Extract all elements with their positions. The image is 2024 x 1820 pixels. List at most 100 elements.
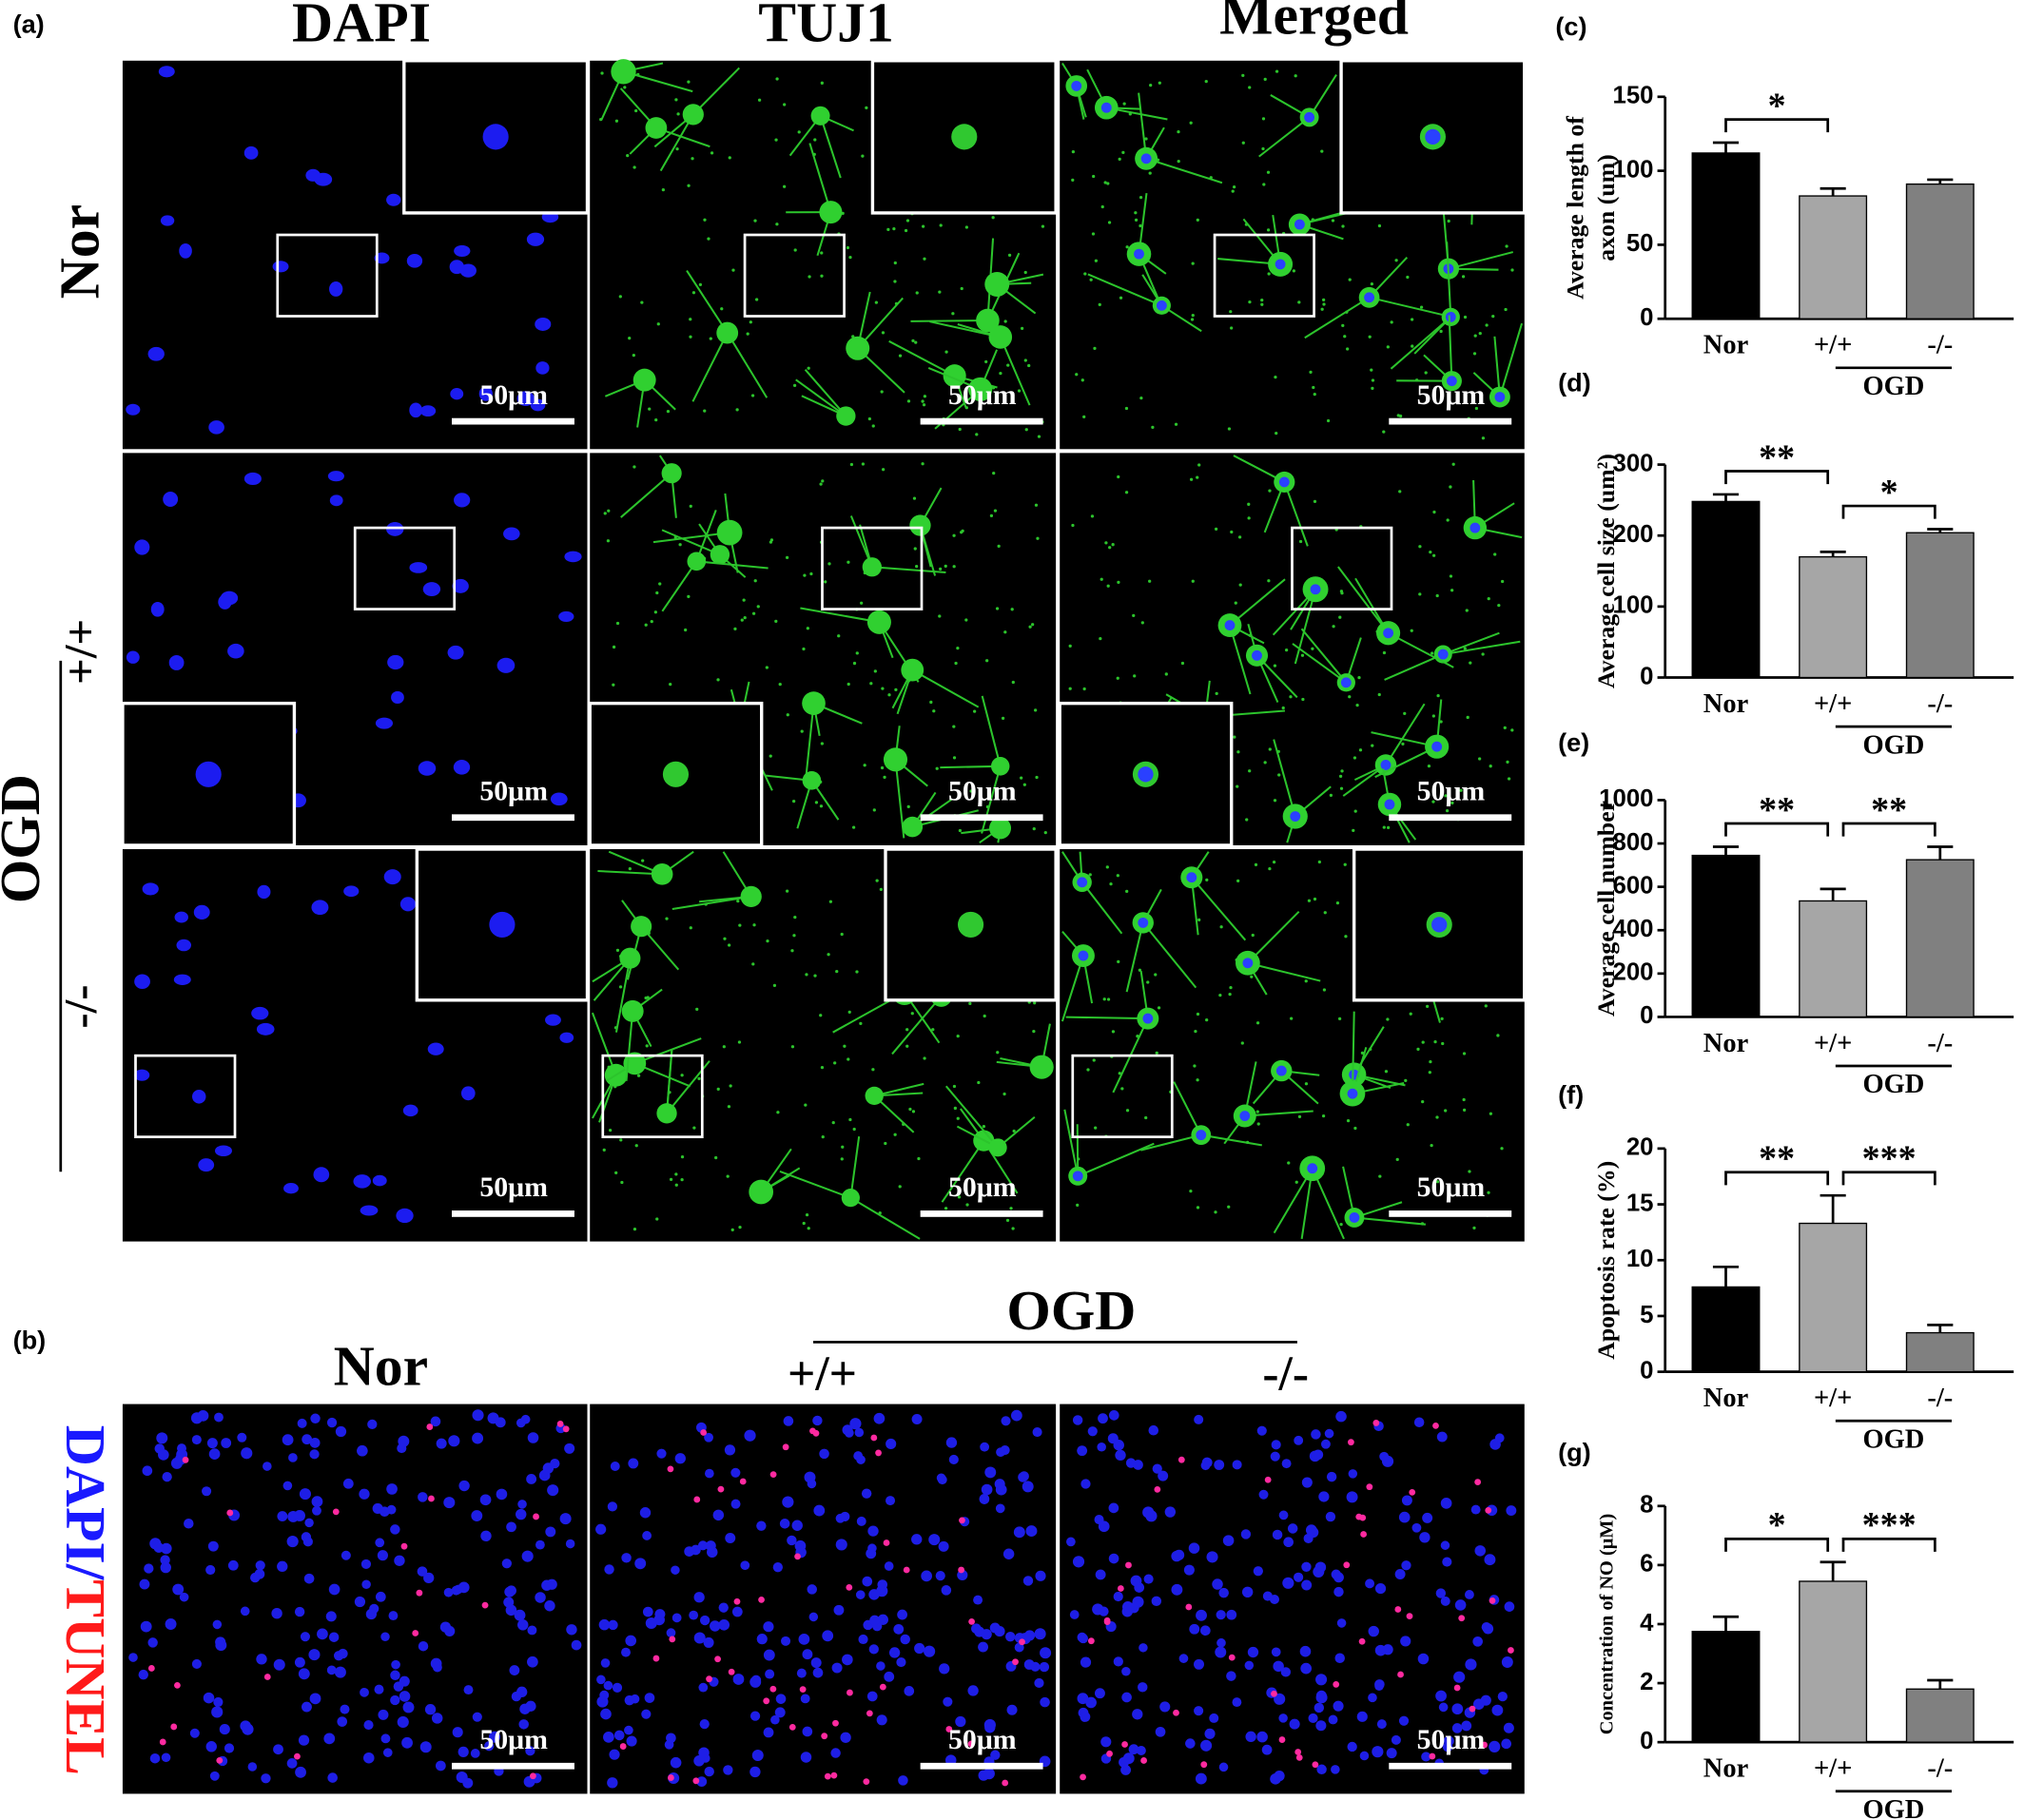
nucleus bbox=[812, 1667, 824, 1678]
nucleus bbox=[191, 1658, 202, 1669]
speck bbox=[689, 926, 692, 930]
nucleus bbox=[215, 1639, 227, 1652]
stain-tunel: TUNEL bbox=[54, 1579, 117, 1775]
nucleus bbox=[1394, 1569, 1406, 1579]
nucleus bbox=[1294, 1435, 1304, 1445]
nucleus bbox=[1077, 877, 1088, 888]
nucleus bbox=[294, 1606, 305, 1617]
nucleus bbox=[599, 1690, 610, 1700]
speck bbox=[1007, 253, 1012, 258]
nucleus bbox=[208, 1448, 221, 1460]
nucleus bbox=[945, 1437, 958, 1448]
neurite bbox=[661, 560, 698, 612]
speck bbox=[1287, 1161, 1291, 1165]
speck bbox=[1144, 137, 1148, 141]
neurite bbox=[1388, 631, 1454, 668]
nucleus bbox=[550, 792, 568, 806]
inset-cell bbox=[662, 761, 690, 787]
speck bbox=[808, 275, 811, 279]
y-tick-label: 2 bbox=[1640, 1669, 1653, 1695]
nucleus bbox=[174, 911, 188, 923]
speck bbox=[1497, 604, 1501, 608]
speck bbox=[632, 465, 636, 469]
speck bbox=[1174, 422, 1178, 426]
y-tick-label: 0 bbox=[1640, 1728, 1653, 1754]
nucleus bbox=[457, 1581, 470, 1594]
significance-bracket bbox=[1841, 1537, 1936, 1552]
speck bbox=[991, 216, 995, 220]
speck bbox=[906, 399, 911, 403]
tunel-dot bbox=[1343, 1561, 1351, 1569]
speck bbox=[632, 353, 635, 358]
nucleus bbox=[544, 1600, 555, 1612]
nucleus bbox=[656, 1448, 667, 1459]
neurite bbox=[1125, 922, 1144, 993]
speck bbox=[952, 1084, 957, 1089]
inset-cell bbox=[951, 124, 978, 150]
speck bbox=[880, 390, 884, 394]
nucleus bbox=[802, 1726, 813, 1737]
nucleus bbox=[888, 1647, 901, 1658]
group-label: OGD bbox=[1862, 730, 1924, 760]
speck bbox=[1106, 584, 1110, 588]
cell-body bbox=[846, 336, 870, 360]
speck bbox=[1148, 171, 1152, 175]
speck bbox=[1106, 182, 1110, 185]
speck bbox=[650, 620, 653, 624]
nucleus bbox=[693, 1632, 706, 1644]
cell-body bbox=[682, 104, 704, 126]
nucleus bbox=[1314, 1702, 1325, 1714]
speck bbox=[1421, 1040, 1425, 1044]
nucleus bbox=[1215, 1646, 1227, 1658]
x-tick-label: Nor bbox=[1703, 331, 1749, 360]
nucleus bbox=[1301, 1579, 1313, 1591]
nucleus bbox=[698, 1540, 709, 1551]
speck bbox=[1466, 715, 1469, 720]
nucleus bbox=[1108, 1553, 1119, 1564]
nucleus bbox=[1308, 1713, 1318, 1724]
nucleus bbox=[800, 1694, 810, 1704]
x-tick-label: +/+ bbox=[1814, 331, 1852, 360]
speck bbox=[1421, 1100, 1425, 1104]
y-tick-label: 15 bbox=[1626, 1190, 1654, 1216]
nucleus bbox=[161, 1542, 172, 1555]
speck bbox=[807, 1227, 810, 1230]
speck bbox=[691, 157, 694, 161]
column-header: TUJ1 bbox=[758, 0, 894, 54]
nucleus bbox=[430, 1657, 442, 1670]
nucleus bbox=[517, 1619, 529, 1631]
speck bbox=[1430, 1143, 1433, 1148]
speck bbox=[938, 290, 942, 294]
speck bbox=[1071, 150, 1076, 154]
speck bbox=[1088, 873, 1092, 877]
tunel-dot bbox=[416, 1589, 423, 1597]
nucleus bbox=[221, 1438, 232, 1448]
nucleus bbox=[876, 1661, 886, 1671]
tunel-dot bbox=[1359, 1514, 1367, 1521]
nucleus bbox=[1006, 1704, 1018, 1715]
speck bbox=[1274, 376, 1277, 379]
nucleus bbox=[1134, 248, 1144, 260]
speck bbox=[954, 661, 958, 666]
speck bbox=[911, 339, 915, 343]
speck bbox=[1337, 1016, 1342, 1021]
tunel-dot bbox=[669, 1636, 676, 1643]
speck bbox=[1465, 609, 1469, 612]
nucleus bbox=[1242, 958, 1254, 969]
speck bbox=[1247, 516, 1251, 520]
nucleus bbox=[1005, 1631, 1016, 1642]
nucleus bbox=[140, 1620, 152, 1633]
nucleus bbox=[506, 1521, 516, 1533]
speck bbox=[1447, 219, 1450, 223]
neurite bbox=[625, 1011, 634, 1081]
speck bbox=[1068, 687, 1072, 690]
nucleus bbox=[305, 168, 321, 182]
nucleus bbox=[796, 1668, 807, 1678]
speck bbox=[1083, 272, 1087, 276]
nucleus bbox=[1310, 584, 1321, 595]
nucleus bbox=[1125, 1458, 1137, 1468]
tunel-dot bbox=[799, 1686, 807, 1694]
nucleus bbox=[179, 242, 192, 259]
nucleus bbox=[893, 1623, 905, 1635]
speck bbox=[1118, 1072, 1121, 1075]
